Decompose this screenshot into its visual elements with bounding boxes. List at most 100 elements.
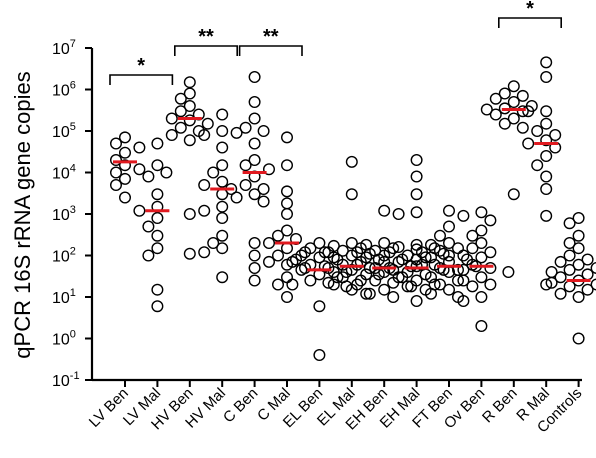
data-point [484,261,497,274]
y-tick-label: 10-1 [52,370,80,390]
data-points [109,56,596,362]
significance-bracket [238,45,303,56]
data-point [387,242,400,255]
data-point [327,266,340,279]
data-point [387,291,400,304]
data-point [563,280,576,293]
data-point [281,197,294,210]
y-axis-ticks: 10-1 100 101 102 103 104 105 106 107 [52,38,92,390]
data-point [151,188,164,201]
data-point [248,188,261,201]
data-point [207,166,220,179]
significance-label: * [526,0,534,20]
significance-bracket [109,74,174,85]
data-point [216,108,229,121]
data-point [318,246,331,259]
y-tick-label: 100 [52,329,76,349]
data-point [230,126,243,139]
data-point [239,121,252,134]
data-point [590,262,596,274]
data-point [363,287,376,300]
data-point [248,237,261,250]
data-point [507,95,520,108]
data-point [281,291,294,304]
data-point [322,276,335,289]
data-point [507,188,520,201]
data-point [118,146,131,159]
data-point [109,178,122,191]
data-point [507,112,520,125]
significance-bracket [497,17,563,28]
data-point [198,178,211,191]
data-point [531,159,544,172]
data-point [369,274,382,287]
data-point [248,261,261,274]
data-point [272,278,285,291]
data-point [484,214,497,227]
data-point [286,278,299,291]
data-point [118,191,131,204]
data-point [327,251,340,264]
y-tick-label: 101 [52,287,76,307]
data-point [425,251,438,264]
data-point [378,237,391,250]
data-point [183,87,196,100]
data-point [452,274,465,287]
data-point [489,108,502,121]
data-point [443,283,456,296]
data-point [216,242,229,255]
data-point [392,207,405,220]
data-point [554,255,567,268]
data-point [484,246,497,259]
data-point [563,249,576,262]
data-point [425,271,438,284]
data-point [383,246,396,259]
data-point [581,253,594,266]
data-point [174,105,187,118]
data-point [480,103,493,116]
data-point [165,129,178,142]
data-point [118,131,131,144]
data-point [563,217,576,230]
data-point [216,271,229,284]
y-tick-label: 104 [52,163,76,183]
data-point [281,185,294,198]
data-point [516,121,529,134]
data-point [327,239,340,252]
data-point [540,134,553,147]
data-point [572,332,585,345]
data-point [502,266,515,279]
data-point [466,229,479,242]
data-point [498,87,511,100]
data-point [410,274,423,287]
data-point [118,172,131,185]
data-point [142,249,155,262]
data-point [572,258,585,271]
data-point [457,249,470,262]
data-point [198,204,211,217]
data-point [345,155,358,168]
data-point [443,249,456,262]
data-point [248,112,261,125]
data-point [540,149,553,162]
data-point [434,229,447,242]
data-point [263,255,276,268]
data-point [198,246,211,259]
data-point [118,159,131,172]
data-point [392,255,405,268]
data-point [318,260,331,273]
data-point [351,278,364,291]
y-tick-label: 107 [52,38,76,58]
data-point [207,237,220,250]
data-point [336,244,349,257]
data-point [304,242,317,255]
data-point [457,274,470,287]
data-point [401,280,414,293]
data-point [183,100,196,113]
data-point [425,287,438,300]
data-point [336,271,349,284]
data-point [360,238,373,251]
data-point [216,229,229,242]
data-point [489,92,502,105]
data-point [434,244,447,257]
